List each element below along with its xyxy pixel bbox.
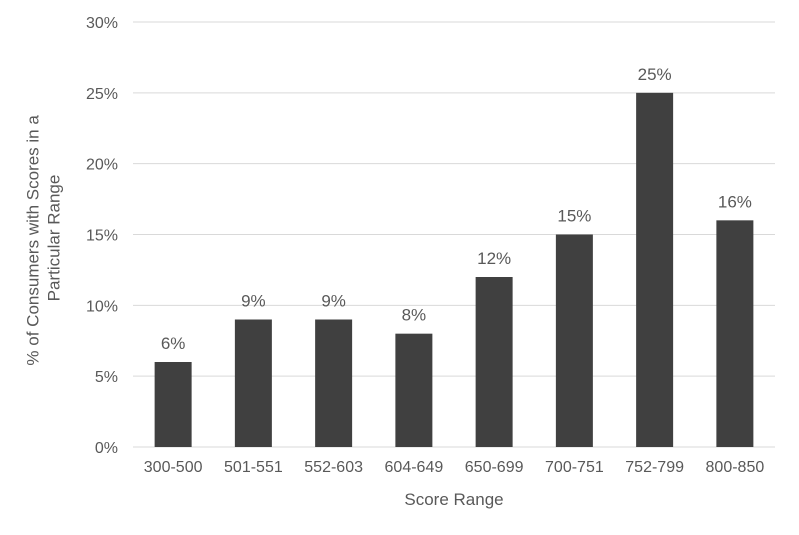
y-tick-label: 25% (86, 86, 118, 103)
data-label: 16% (718, 192, 752, 211)
y-tick-label: 30% (86, 15, 118, 32)
bar (636, 92, 674, 447)
data-label: 9% (241, 292, 266, 311)
x-tick-label: 300-500 (144, 459, 203, 476)
data-label: 12% (477, 249, 511, 268)
y-axis-title-line-1: % of Consumers with Scores in a (23, 115, 42, 366)
y-tick-label: 0% (95, 440, 118, 457)
x-tick-label: 501-551 (224, 459, 283, 476)
x-tick-label: 604-649 (385, 459, 444, 476)
bar (234, 319, 272, 447)
data-label: 15% (557, 207, 591, 226)
bar (315, 319, 353, 447)
bars (154, 92, 754, 447)
y-axis-title: % of Consumers with Scores in a Particul… (23, 110, 63, 365)
x-tick-label: 800-850 (706, 459, 765, 476)
bar (395, 333, 433, 447)
x-tick-label: 552-603 (304, 459, 363, 476)
x-tick-label: 650-699 (465, 459, 524, 476)
x-axis-title: Score Range (404, 490, 503, 509)
bar (475, 277, 513, 447)
data-label: 9% (321, 292, 346, 311)
x-tick-label: 700-751 (545, 459, 604, 476)
bar (555, 234, 593, 447)
data-label: 8% (402, 306, 427, 325)
data-labels: 6% 9% 9% 8% 12% 15% 25% 16% (161, 65, 752, 353)
gridlines (133, 21, 775, 448)
y-tick-label: 15% (86, 228, 118, 245)
y-axis-title-line-2: Particular Range (45, 175, 64, 302)
bar (716, 220, 754, 447)
y-tick-label: 5% (95, 369, 118, 386)
x-tick-label: 752-799 (625, 459, 684, 476)
x-axis-category-labels: 300-500 501-551 552-603 604-649 650-699 700-7… (144, 459, 765, 476)
y-tick-label: 10% (86, 298, 118, 315)
y-tick-label: 20% (86, 157, 118, 174)
bar (154, 362, 192, 447)
y-axis-tick-labels: 0% 5% 10% 15% 20% 25% 30% (86, 15, 118, 457)
data-label: 6% (161, 334, 186, 353)
data-label: 25% (638, 65, 672, 84)
